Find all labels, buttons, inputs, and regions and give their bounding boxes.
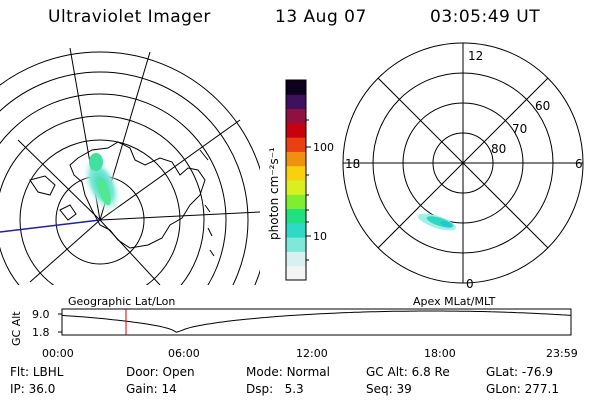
aurora-core xyxy=(89,153,103,171)
map-meridian xyxy=(99,211,260,221)
param-seq-value: 39 xyxy=(396,382,412,396)
colorbar-segment xyxy=(286,208,306,224)
orbit-xtick-1800: 18:00 xyxy=(424,347,456,360)
colorbar-segment xyxy=(286,237,306,252)
colorbar xyxy=(286,80,306,281)
map-lat-circle xyxy=(19,139,181,285)
map-lat-circle xyxy=(0,115,205,285)
colorbar-tick-100: 100 xyxy=(313,141,334,154)
map-meridian xyxy=(17,139,101,221)
geographic-map xyxy=(0,47,260,285)
colorbar-segment xyxy=(286,122,306,138)
orbit-plot-frame xyxy=(61,308,572,336)
polar-lat-label-80: 80 xyxy=(491,142,506,156)
colorbar-segment xyxy=(286,80,306,95)
map-lat-circle xyxy=(0,71,249,285)
colorbar-tick-10: 10 xyxy=(313,230,327,243)
polar-label-bottom: 0 xyxy=(466,277,474,291)
polar-lat-label-60: 60 xyxy=(535,99,550,113)
param-door-value: Open xyxy=(162,365,195,379)
colorbar-segment xyxy=(286,165,306,181)
param-glon: GLon: 277.1 xyxy=(486,382,559,396)
terminator-line xyxy=(0,219,101,233)
coastline xyxy=(29,175,56,196)
colorbar-ticks xyxy=(306,119,311,261)
param-glat-value: -76.9 xyxy=(521,365,553,379)
param-gain: Gain: 14 xyxy=(126,382,177,396)
colorbar-segment xyxy=(286,194,306,210)
image-title: Ultraviolet Imager xyxy=(48,7,211,27)
param-door: Door: Open xyxy=(126,365,195,379)
aurora-core xyxy=(97,178,111,206)
image-time: 03:05:49 UT xyxy=(430,7,541,27)
colorbar-segment xyxy=(286,180,306,195)
polar-label-top: 12 xyxy=(468,49,483,63)
orbit-xtick-2359: 23:59 xyxy=(546,347,578,360)
coastline xyxy=(199,149,215,257)
map-meridian xyxy=(29,219,101,283)
colorbar-unit-label: photon cm⁻²s⁻¹ xyxy=(267,147,281,240)
colorbar-frame xyxy=(285,79,307,281)
param-gc-alt-value: 6.8 Re xyxy=(411,365,450,379)
polar-label-left: 18 xyxy=(345,157,360,171)
map-lat-circle xyxy=(0,93,227,285)
param-dsp: Dsp: 5.3 xyxy=(246,382,304,396)
polar-lat-label-70: 70 xyxy=(512,122,527,136)
polar-aurora-peak xyxy=(440,220,452,228)
param-gain-value: 14 xyxy=(161,382,177,396)
orbit-xtick-0000: 00:00 xyxy=(42,347,74,360)
orbit-ylabel: GC Alt xyxy=(10,311,23,346)
colorbar-segment xyxy=(286,251,306,267)
right-polar-label: Apex MLat/MLT xyxy=(413,295,496,308)
colorbar-segment xyxy=(286,108,306,124)
image-date: 13 Aug 07 xyxy=(275,7,367,27)
polar-plot xyxy=(342,42,584,284)
param-glat: GLat: -76.9 xyxy=(486,365,553,379)
param-mode: Mode: Normal xyxy=(246,365,330,379)
colorbar-segment xyxy=(286,222,306,238)
coastline xyxy=(69,141,206,249)
colorbar-segment xyxy=(286,137,306,152)
param-glon-value: 277.1 xyxy=(524,382,559,396)
colorbar-segment xyxy=(286,265,306,281)
orbit-ytick-max: 9.0 xyxy=(32,308,50,321)
coastline xyxy=(59,204,77,221)
param-seq: Seq: 39 xyxy=(366,382,412,396)
map-meridian xyxy=(99,119,241,221)
polar-diagonal xyxy=(377,77,549,249)
orbit-ytick-min: 1.8 xyxy=(32,326,50,339)
param-flt: Flt: LBHL xyxy=(10,365,64,379)
map-meridian xyxy=(99,219,161,285)
param-flt-value: LBHL xyxy=(32,365,64,379)
param-gc-alt: GC Alt: 6.8 Re xyxy=(366,365,450,379)
param-ip: IP: 36.0 xyxy=(10,382,56,396)
param-dsp-value: 5.3 xyxy=(284,382,304,396)
polar-label-right: 6 xyxy=(575,157,583,171)
param-ip-value: 36.0 xyxy=(28,382,56,396)
colorbar-segment xyxy=(286,94,306,110)
orbit-xtick-1200: 12:00 xyxy=(296,347,328,360)
orbit-altitude-curve xyxy=(61,310,572,333)
map-limb-arc xyxy=(0,51,260,285)
param-mode-value: Normal xyxy=(286,365,330,379)
colorbar-segment xyxy=(286,151,306,167)
orbit-xtick-0600: 06:00 xyxy=(168,347,200,360)
left-map-label: Geographic Lat/Lon xyxy=(68,295,175,308)
